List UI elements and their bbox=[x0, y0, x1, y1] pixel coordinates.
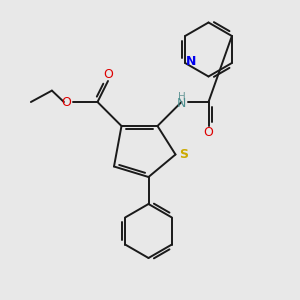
Text: H: H bbox=[178, 92, 185, 102]
Text: O: O bbox=[61, 95, 71, 109]
Text: N: N bbox=[177, 97, 186, 110]
Text: O: O bbox=[204, 125, 213, 139]
Text: N: N bbox=[186, 55, 196, 68]
Text: S: S bbox=[179, 148, 188, 161]
Text: O: O bbox=[103, 68, 113, 81]
